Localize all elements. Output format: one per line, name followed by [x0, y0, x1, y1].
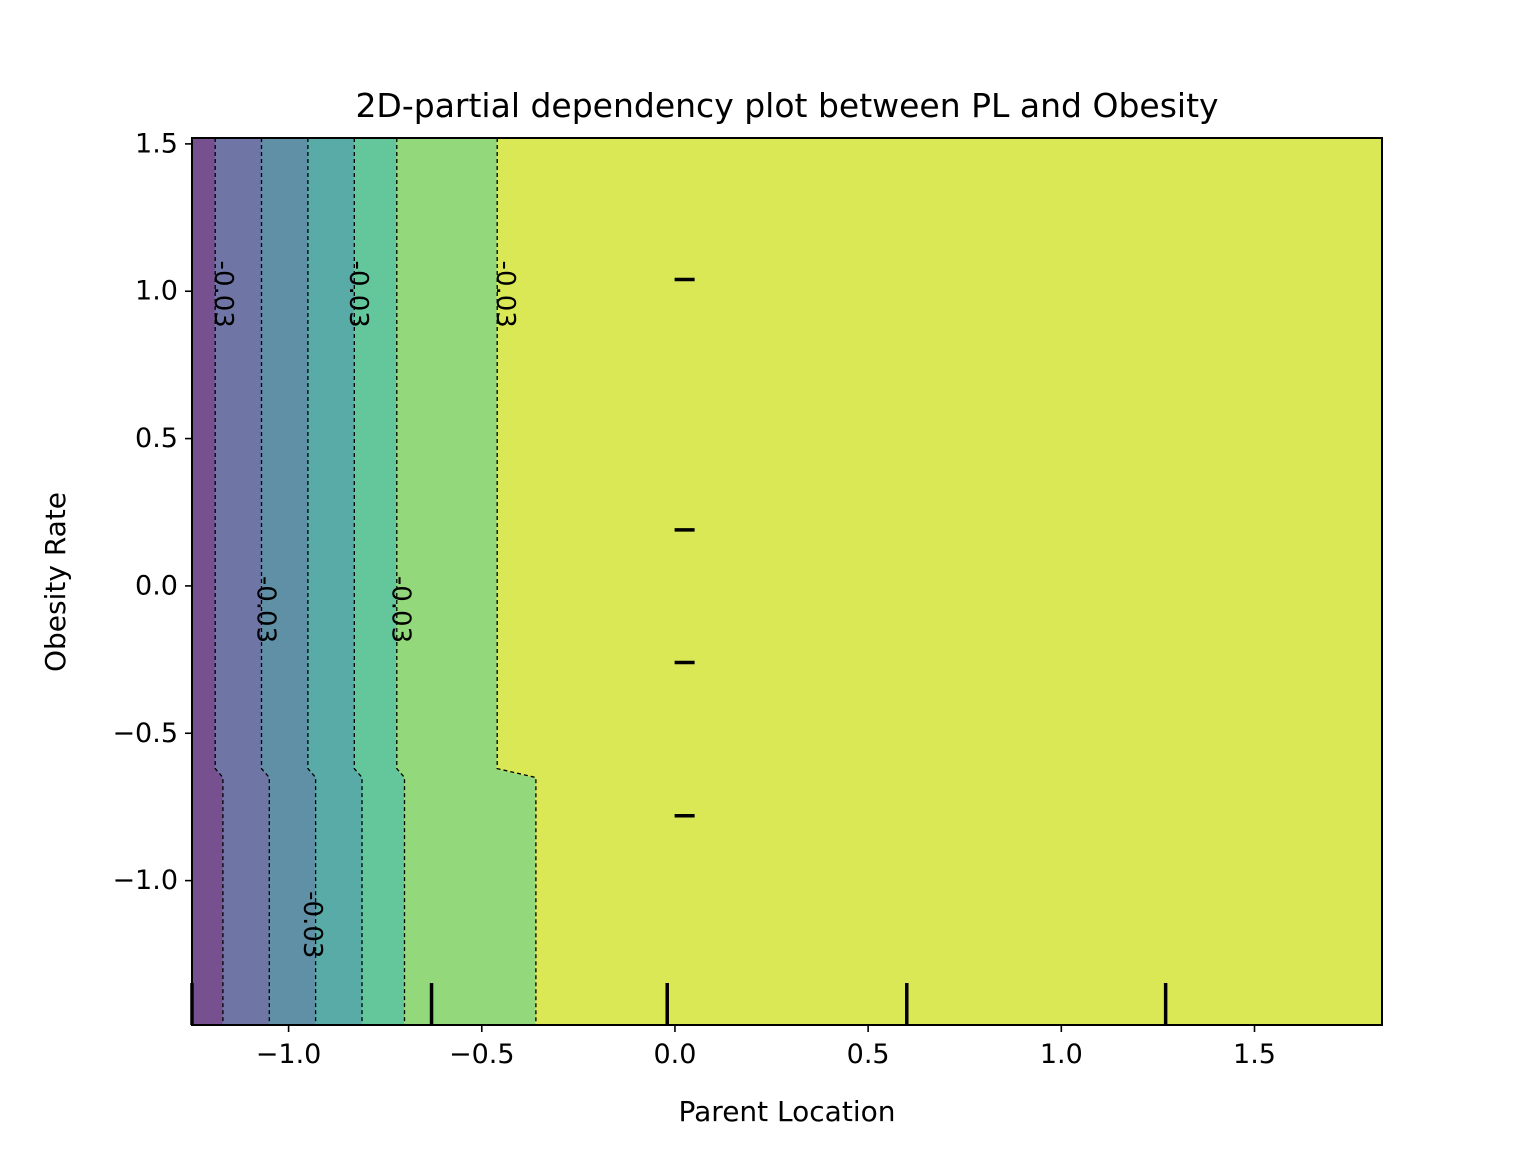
contour-lines: [214, 138, 537, 1025]
x-tick-label: −0.5: [449, 1039, 515, 1070]
contour-fill-regions: [192, 138, 1382, 1025]
y-tick-label: −1.0: [112, 865, 178, 896]
contour-label: -0.03: [490, 261, 520, 328]
chart-title: 2D-partial dependency plot between PL an…: [355, 86, 1218, 125]
x-axis-ticks: −1.0 −0.5 0.0 0.5 1.0 1.5: [256, 1025, 1276, 1070]
x-tick-label: 1.0: [1040, 1039, 1083, 1070]
contour-line-5: [396, 138, 406, 1025]
contour-label: -0.03: [250, 576, 280, 643]
contour-line-6: [496, 138, 537, 1025]
x-tick-label: 0.5: [847, 1039, 890, 1070]
y-tick-label: 1.5: [135, 128, 178, 159]
contour-line-4: [353, 138, 363, 1025]
y-tick-label: −0.5: [112, 718, 178, 749]
y-axis-ticks: −1.0 −0.5 0.0 0.5 1.0 1.5: [112, 128, 192, 896]
contour-line-1: [214, 138, 224, 1025]
contour-label: -0.03: [297, 891, 327, 958]
y-tick-label: 0.0: [135, 570, 178, 601]
contour-label: -0.03: [208, 261, 238, 328]
x-tick-label: −1.0: [256, 1039, 322, 1070]
plot-frame: [191, 137, 1383, 1026]
x-axis-label: Parent Location: [679, 1095, 896, 1128]
contour-label: -0.03: [386, 576, 416, 643]
contour-line-2: [260, 138, 270, 1025]
contour-labels: -0.03 -0.03 -0.03 -0.03 -0.03 -0.03: [208, 261, 520, 959]
contour-label: -0.03: [343, 261, 373, 328]
contour-region-7: [496, 138, 1382, 1025]
x-tick-label: 0.0: [653, 1039, 696, 1070]
y-tick-label: 1.0: [135, 276, 178, 307]
contour-line-3: [307, 138, 317, 1025]
y-tick-label: 0.5: [135, 423, 178, 454]
y-axis-label: Obesity Rate: [39, 492, 72, 672]
x-tick-label: 1.5: [1233, 1039, 1276, 1070]
